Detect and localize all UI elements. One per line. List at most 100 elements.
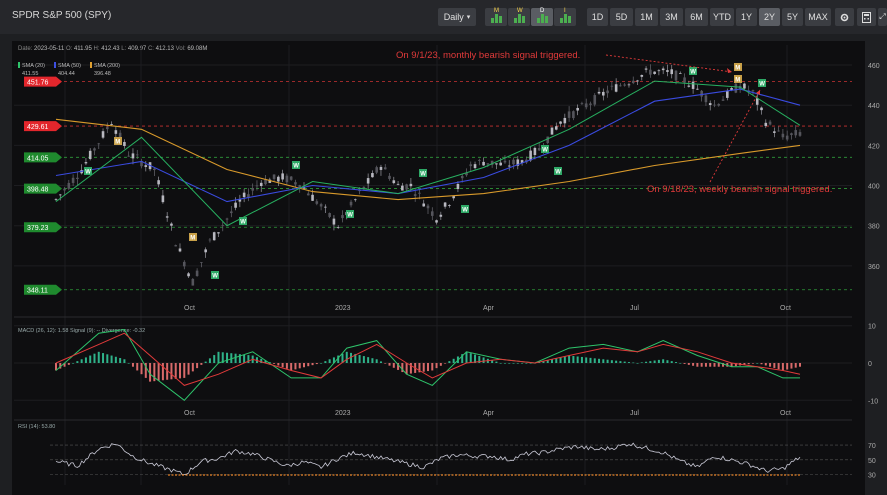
freq-letter-i: I [564,8,566,14]
candle-body [332,218,336,225]
macd-histogram-bar [371,358,374,363]
open-label: O: [65,46,73,52]
range-2y-button[interactable]: 2Y [759,8,780,26]
macd-histogram-bar [72,363,75,364]
macd-histogram-bar [131,363,134,367]
candle-body [743,83,746,89]
chart-panel[interactable] [12,41,865,495]
macd-histogram-bar [379,361,382,363]
candle-body [717,103,721,106]
macd-histogram-bar [110,355,113,363]
candle-body [443,202,447,207]
candle-body [644,68,648,70]
range-1y-button[interactable]: 1Y [736,8,757,26]
signal-letter: W [542,148,548,154]
candle-body [341,215,344,219]
candle-body [614,84,618,92]
macd-histogram-bar [743,363,746,365]
macd-histogram-bar [585,357,588,363]
range-ytd-button[interactable]: YTD [710,8,734,26]
candle-body [636,80,639,82]
candle-body [67,182,71,189]
macd-histogram-bar [692,363,695,366]
macd-histogram-bar [341,353,344,363]
candle-body [63,188,66,191]
fullscreen-icon: ⤢ [879,12,886,21]
candle-body [131,153,135,159]
range-max-button[interactable]: MAX [805,8,831,26]
candle-body [371,173,374,178]
macd-histogram-bar [392,363,395,368]
range-3m-button[interactable]: 3M [660,8,683,26]
candle-body [212,232,216,241]
candle-body [349,201,353,206]
macd-histogram-bar [580,356,583,363]
candle-body [499,162,502,166]
weekly-freq-button[interactable]: W [508,8,530,26]
candle-body [238,199,242,202]
level-badge [24,284,62,295]
signal-marker [239,217,247,225]
rsi-axis-label: 70 [868,443,876,450]
signal-marker [114,137,122,145]
macd-histogram-bar [610,360,613,363]
candle-body [683,77,686,83]
macd-histogram-bar [264,360,267,363]
macd-histogram-bar [311,363,314,366]
fullscreen-button[interactable]: ⤢ [878,8,887,26]
candle-body [439,214,443,217]
rsi-line [55,442,801,475]
range-6m-button[interactable]: 6M [685,8,708,26]
candle-body [606,90,609,94]
interval-dropdown[interactable]: Daily ▾ [438,8,476,26]
settings-button[interactable] [835,8,854,26]
legend-value: 396.48 [94,71,111,77]
macd-histogram-bar [200,363,203,365]
macd-histogram-bar [67,363,70,365]
macd-histogram-bar [576,356,579,363]
level-badge [24,76,62,87]
macd-histogram-bar [769,363,772,367]
monthly-freq-button[interactable]: M [485,8,507,26]
macd-histogram-bar [144,363,147,378]
range-1d-button[interactable]: 1D [587,8,608,26]
macd-histogram-bar [89,355,92,363]
level-badge [24,121,62,132]
candle-body [520,160,524,163]
macd-histogram-bar [563,356,566,363]
intraday-freq-button[interactable]: I [554,8,576,26]
sma200-line [55,118,801,201]
macd-histogram-bar [722,363,725,367]
macd-histogram-bar [465,351,468,363]
candle-body [259,182,263,187]
range-5y-button[interactable]: 5Y [782,8,803,26]
range-5d-button[interactable]: 5D [610,8,633,26]
calculator-button[interactable] [857,8,876,26]
macd-histogram-bar [238,354,241,363]
candle-body [546,136,550,144]
macd-histogram-bar [332,357,335,363]
macd-histogram-bar [303,363,305,368]
macd-histogram-bar [704,363,707,367]
macd-histogram-bar [136,363,139,371]
signal-marker [419,169,427,177]
range-1m-button[interactable]: 1M [635,8,658,26]
candle-body [678,73,682,74]
candle-body [401,185,404,191]
level-badge [24,183,62,194]
macd-histogram-bar [260,358,263,363]
macd-histogram-bar [230,353,233,363]
candle-body [708,103,712,106]
candle-body [503,160,507,163]
macd-histogram-bar [546,360,549,363]
candle-body [281,173,284,180]
candle-body [135,154,139,156]
daily-freq-button[interactable]: D [531,8,553,26]
candle-body [798,132,802,136]
candle-body [533,147,537,156]
candle-body [413,194,417,196]
macd-histogram-bar [474,354,477,363]
price-axis-label: 460 [868,63,880,70]
candle-body [657,70,661,72]
candle-body [383,167,387,170]
